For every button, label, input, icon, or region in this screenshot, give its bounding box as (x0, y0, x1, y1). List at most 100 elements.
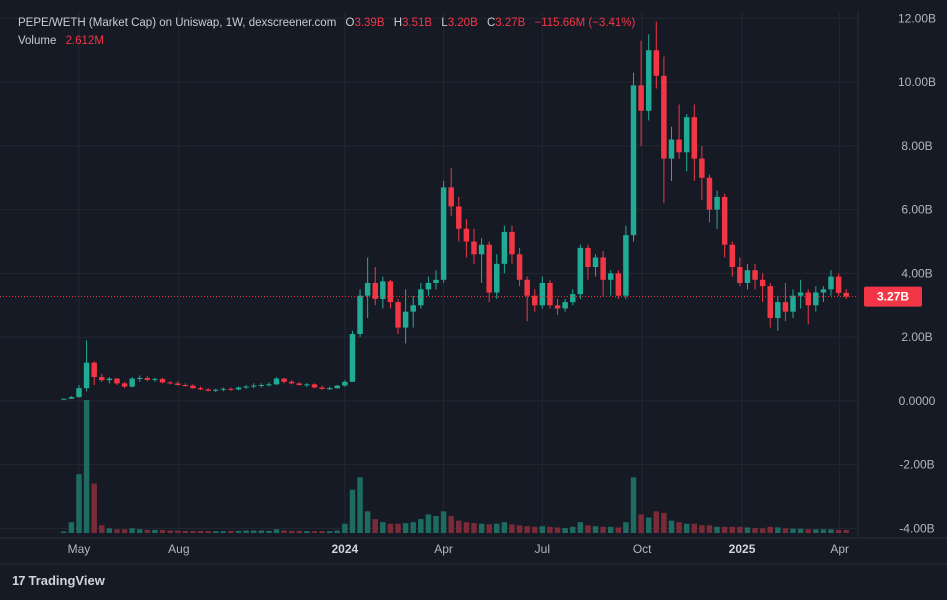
candle-body (175, 383, 181, 385)
volume-bar (349, 489, 356, 533)
volume-bar (570, 526, 576, 533)
volume-bar (250, 530, 257, 533)
volume-bar (212, 531, 219, 533)
candle-body (706, 177, 713, 210)
volume-bar (243, 530, 249, 533)
volume-bar (676, 522, 682, 533)
candle-body (349, 333, 356, 382)
y-tick-label: 8.00B (901, 139, 932, 153)
tradingview-label: TradingView (28, 573, 105, 588)
volume-legend[interactable]: Volume 2.612M (18, 35, 104, 47)
candle-body (311, 384, 318, 388)
y-tick-label: 12.00B (898, 11, 936, 25)
y-axis[interactable]: 12.00B 10.00B 8.00B 6.00B 4.00B 2.00B 0.0000 -2… (898, 11, 936, 535)
candle-body (76, 388, 82, 398)
candle-body (114, 378, 120, 384)
candle-body (410, 305, 416, 312)
candle-body (68, 397, 75, 399)
volume-bar (395, 523, 401, 533)
volume-bar (532, 526, 538, 533)
volume-bar (319, 531, 325, 533)
volume-bar (782, 528, 789, 533)
candle-body (387, 281, 394, 303)
candle-body (448, 187, 454, 207)
x-tick-label: May (68, 542, 91, 556)
candle-body (638, 85, 644, 111)
volume-bar (129, 528, 135, 533)
volume-bar (645, 517, 652, 533)
candle-body (304, 384, 310, 386)
volume-bar (418, 519, 424, 533)
volume-bar (661, 512, 667, 533)
tradingview-branding[interactable]: 17 TradingView (12, 573, 105, 588)
candle-body (266, 384, 272, 386)
volume-bar (190, 530, 196, 533)
candle-body (843, 292, 849, 297)
candle-body (478, 244, 485, 255)
volume-bar (448, 515, 454, 533)
volume-bar (99, 525, 105, 533)
x-axis[interactable]: May Aug 2024 Apr Jul Oct 2025 Apr (68, 542, 849, 556)
volume-bar (516, 525, 523, 533)
candle-body (273, 378, 280, 385)
volume-bar (456, 520, 462, 533)
candle-body (433, 279, 439, 283)
x-tick-label: 2024 (332, 542, 359, 556)
candles (61, 21, 849, 400)
volume-bar (402, 523, 409, 533)
volume-bar (630, 477, 637, 533)
candle-body (152, 378, 158, 380)
volume-value: 2.612M (65, 35, 104, 47)
candle-body (828, 276, 834, 290)
candle-body (805, 292, 811, 306)
candle-body (721, 196, 728, 245)
volume-bar (144, 529, 151, 533)
candle-body (623, 235, 629, 296)
ohlc-low: L3.20B (441, 17, 478, 29)
volume-bar (775, 527, 781, 533)
volume-bar (494, 523, 500, 533)
volume-bar (304, 531, 310, 533)
y-tick-label: -4.00B (899, 521, 934, 535)
candle-body (676, 139, 682, 153)
candle-body (668, 139, 675, 159)
volume-bar (638, 514, 644, 533)
volume-bar (585, 525, 591, 533)
candle-body (767, 286, 773, 319)
candle-body (418, 289, 424, 306)
x-tick-label: Aug (168, 542, 189, 556)
candle-body (683, 117, 690, 153)
volume-bar (205, 531, 211, 533)
chart-legend[interactable]: PEPE/WETH (Market Cap) on Uniswap, 1W, d… (18, 17, 635, 29)
candle-body (775, 302, 781, 319)
candle-body (137, 377, 143, 379)
candle-body (539, 282, 546, 306)
volume-bar (167, 530, 173, 533)
candle-body (319, 387, 325, 389)
volume-bar (121, 529, 128, 533)
volume-bar (61, 531, 67, 533)
candle-body (334, 385, 340, 389)
candle-body (380, 281, 386, 299)
candle-body (197, 388, 204, 390)
candle-body (159, 378, 166, 383)
volume-bar (737, 526, 743, 533)
volume-bar (326, 531, 333, 533)
last-price-tag-label: 3.27B (877, 290, 909, 304)
candle-body (425, 282, 432, 290)
volume-bar (137, 529, 143, 533)
candle-body (129, 378, 135, 387)
candle-body (607, 273, 614, 280)
volume-bar (342, 523, 348, 533)
candle-body (463, 228, 470, 242)
volume-bar (600, 526, 606, 533)
candle-body (167, 382, 173, 384)
candle-body (600, 257, 606, 280)
volume-bar (288, 530, 295, 533)
candle-body (691, 117, 698, 159)
volume-bar (607, 526, 614, 533)
y-tick-label: 0.0000 (899, 394, 936, 408)
volume-bar (615, 527, 622, 533)
